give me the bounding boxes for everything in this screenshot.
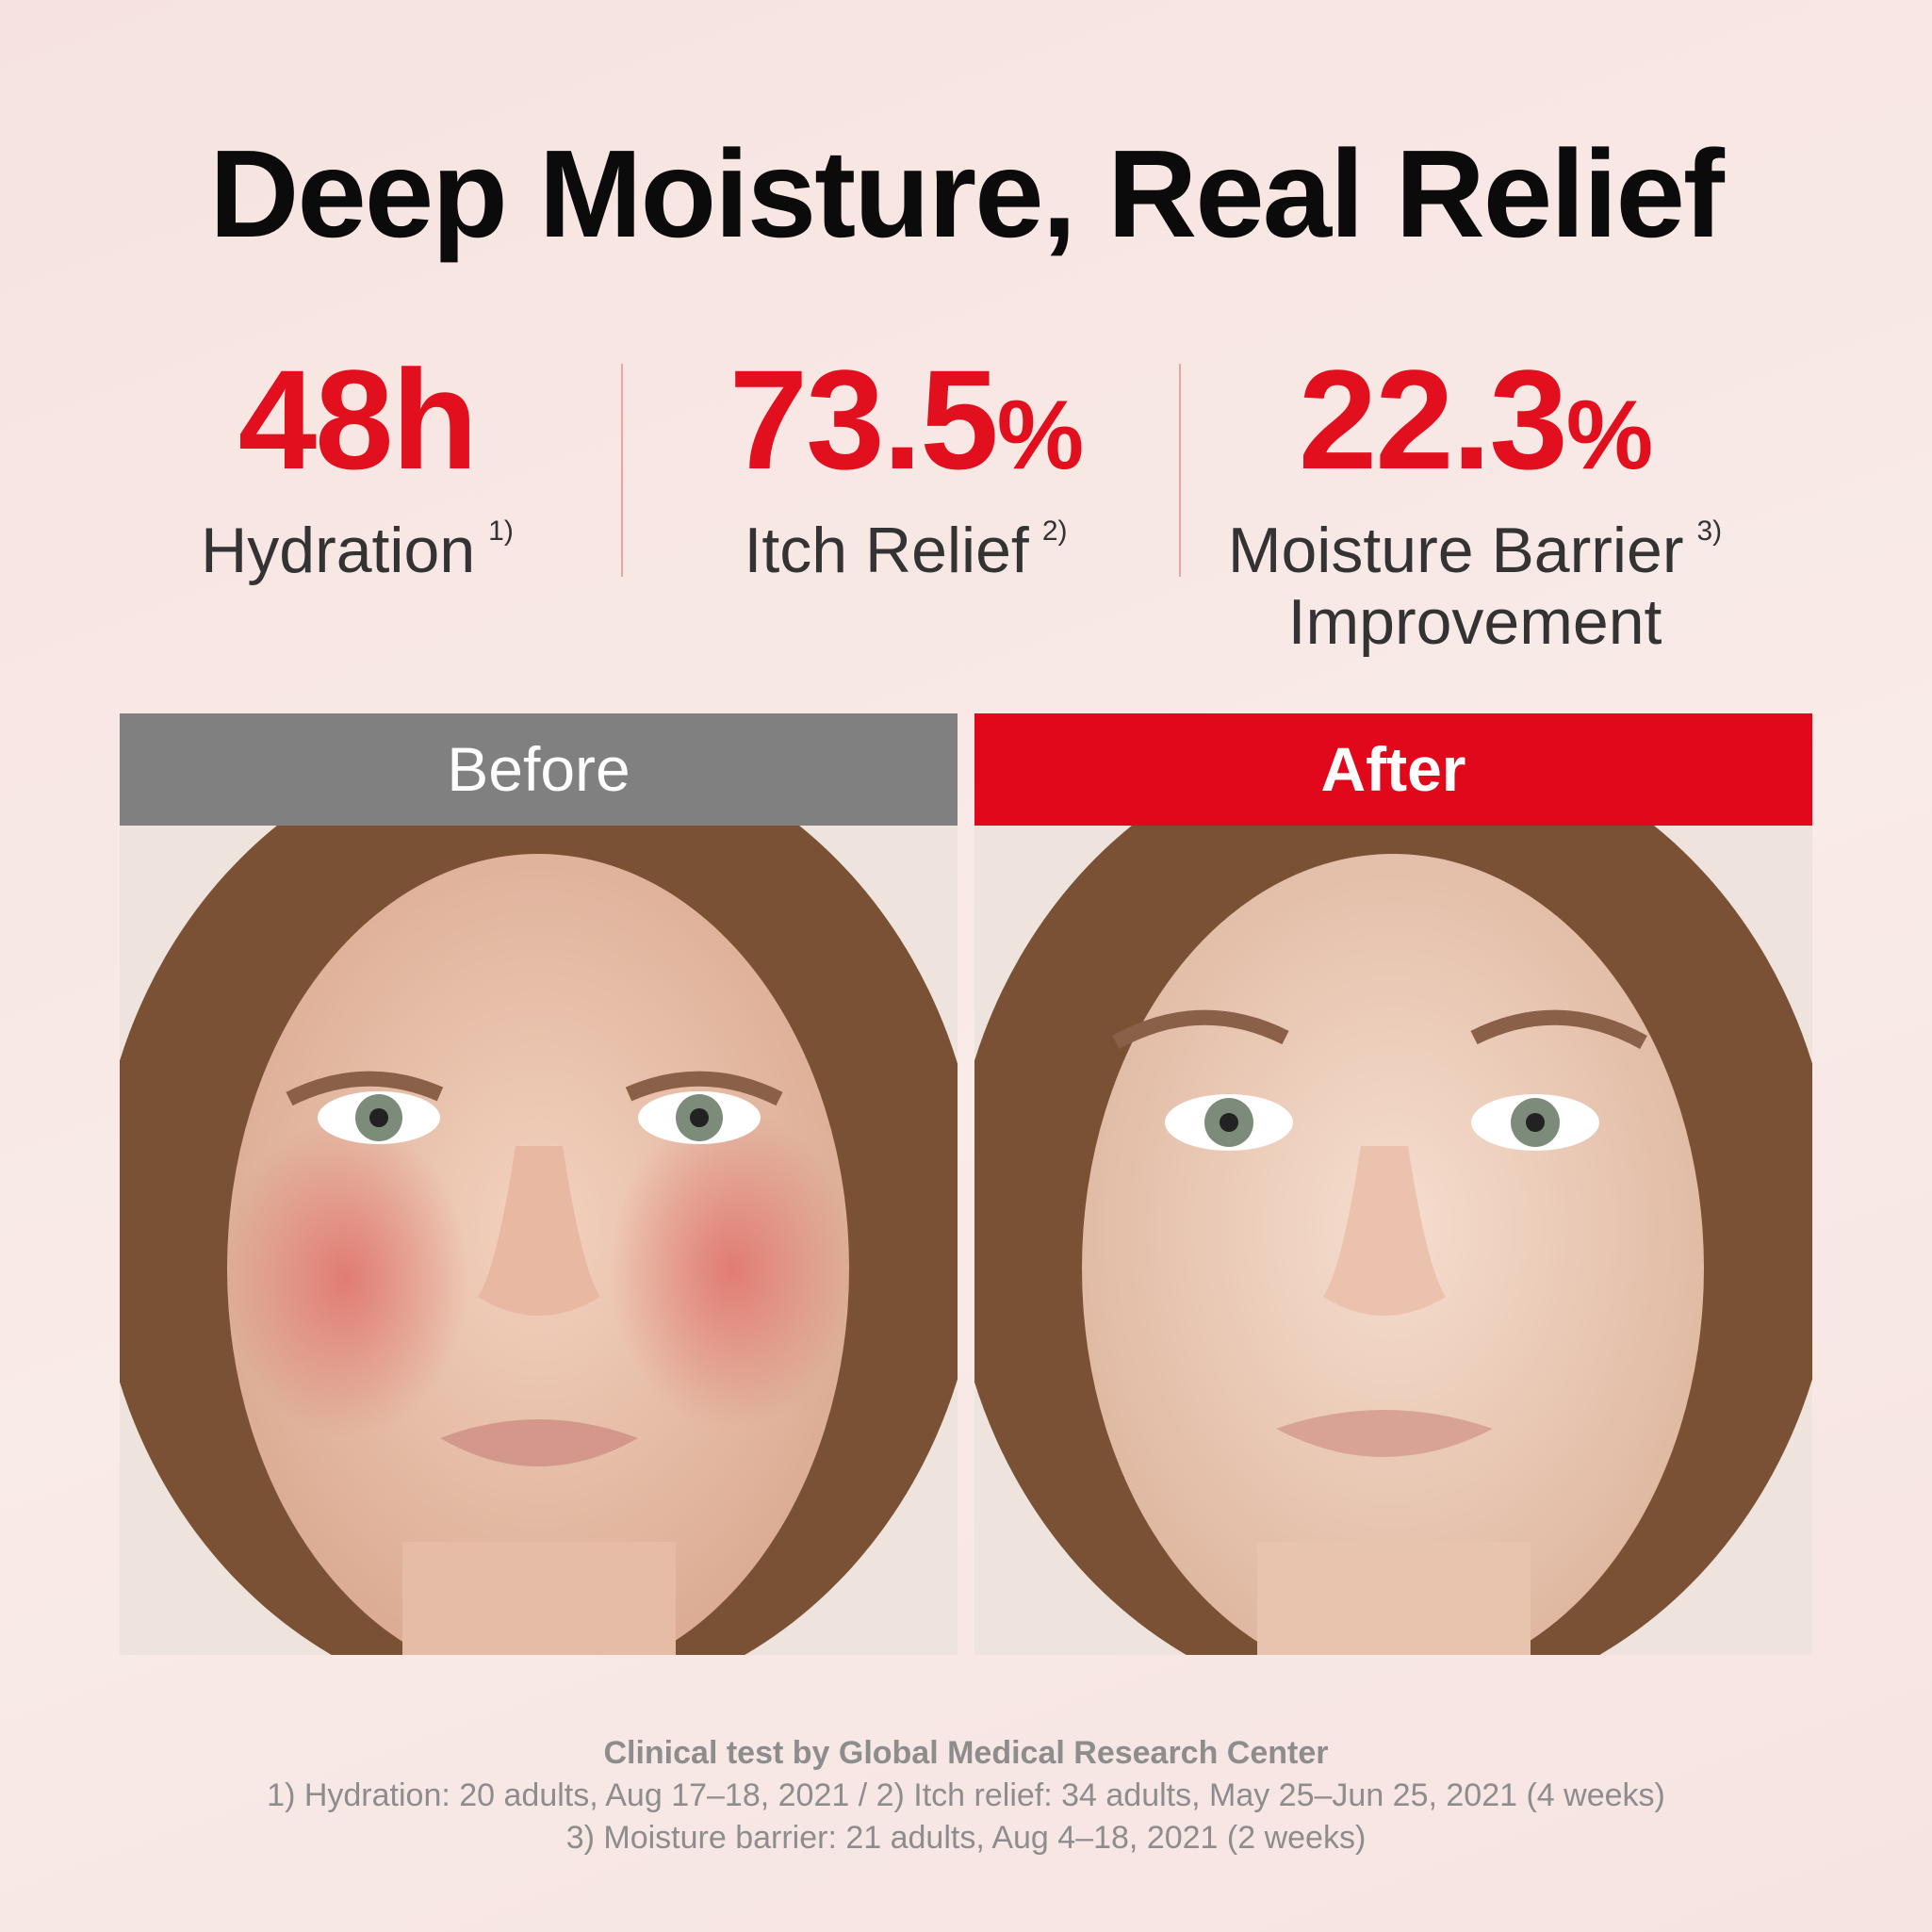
footnote-ref: 2): [1041, 516, 1068, 547]
stat-value: 73.5: [729, 340, 999, 499]
stat-label: Itch Relief: [744, 515, 1029, 586]
stat-unit: %: [1565, 381, 1653, 490]
title: Deep Moisture, Real Relief: [209, 124, 1725, 263]
stat-unit: %: [996, 381, 1084, 490]
after-photo: [974, 826, 1812, 1655]
stat-value: 22.3: [1298, 340, 1568, 499]
stat-label: Improvement: [1287, 586, 1662, 659]
stat: 73.5% Itch Relief 2): [623, 349, 1188, 586]
stat-value: 48h: [237, 340, 478, 499]
footer-note: 1) Hydration: 20 adults, Aug 17–18, 2021…: [267, 1777, 1665, 1813]
stat: 22.3% Moisture Barrier 3) Improvement: [1192, 349, 1758, 658]
footnote-ref: 1): [488, 516, 514, 547]
divider: [621, 364, 623, 577]
stat-label: Moisture Barrier: [1227, 515, 1684, 586]
after-label: After: [974, 713, 1812, 826]
footer-note: 3) Moisture barrier: 21 adults, Aug 4–18…: [565, 1820, 1367, 1856]
before-label: Before: [120, 713, 958, 826]
before-photo: [120, 826, 958, 1655]
stat: 48h Hydration 1): [74, 349, 640, 586]
footnote-ref: 3): [1696, 516, 1723, 547]
stat-label: Hydration: [201, 515, 476, 586]
divider: [1179, 364, 1181, 577]
footer: Clinical test by Global Medical Research…: [0, 1732, 1932, 1859]
footer-source: Clinical test by Global Medical Research…: [603, 1735, 1329, 1771]
